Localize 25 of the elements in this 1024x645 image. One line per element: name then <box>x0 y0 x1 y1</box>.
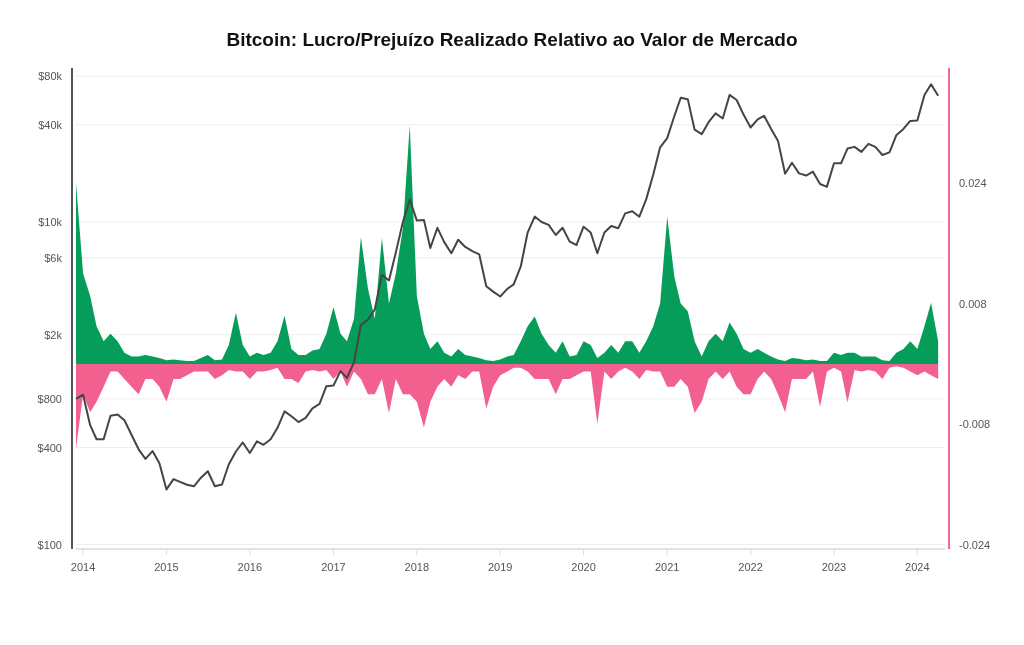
line-series <box>75 83 940 491</box>
x-tick-label: 2019 <box>487 561 513 573</box>
y-tick-label: $400 <box>37 441 62 454</box>
y2-tick-label: -0.024 <box>959 539 991 552</box>
x-tick-label: 2024 <box>905 561 930 573</box>
x-tick-label: 2020 <box>571 561 596 573</box>
x-tick-label: 2021 <box>654 561 680 573</box>
y-tick-label: $100 <box>37 538 62 551</box>
x-tick-label: 2018 <box>404 561 430 573</box>
x-tick-label: 2014 <box>70 561 96 573</box>
x-tick-label: 2015 <box>154 561 179 573</box>
y2-tick-label: -0.008 <box>959 418 991 431</box>
x-tick-label: 2022 <box>738 561 763 573</box>
chart-title: Bitcoin: Lucro/Prejuízo Realizado Relativo ao Valor de Mercado <box>226 29 798 50</box>
y2-tick-label: 0.024 <box>959 176 987 189</box>
y-tick-label: $10k <box>38 215 63 228</box>
y-tick-label: $800 <box>37 392 62 405</box>
y-tick-label: $2k <box>44 328 63 341</box>
y-tick-label: $40k <box>38 118 63 131</box>
x-tick-label: 2023 <box>821 561 847 573</box>
x-tick-label: 2016 <box>237 561 263 573</box>
y2-tick-label: 0.008 <box>959 297 987 310</box>
y-tick-label: $80k <box>38 70 63 83</box>
x-tick-label: 2017 <box>321 561 346 573</box>
y-tick-label: $6k <box>44 251 63 264</box>
